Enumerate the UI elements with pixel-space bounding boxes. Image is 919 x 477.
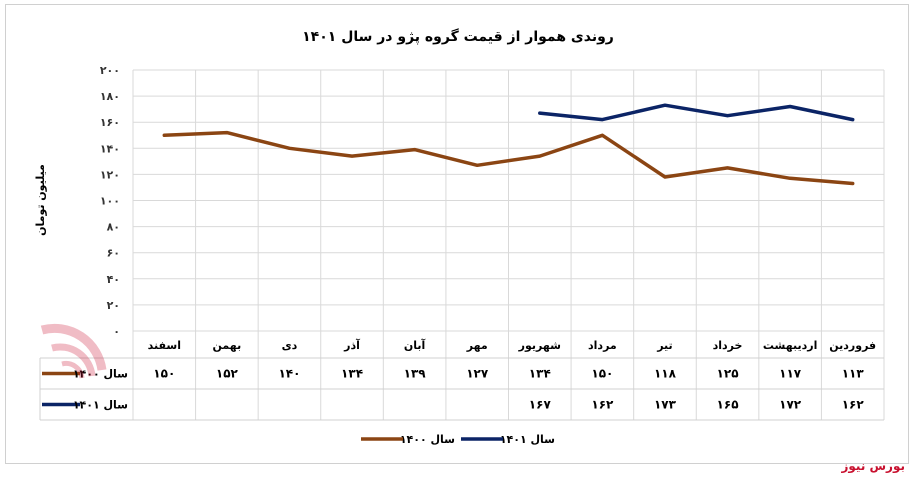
x-category-label: اردیبهشت	[763, 339, 817, 352]
series-line-1	[162, 130, 855, 186]
data-value-label: ۱۳۴	[529, 367, 551, 381]
y-tick-label: ۴۰	[107, 273, 120, 286]
y-tick-label: ۱۲۰	[100, 168, 120, 181]
y-tick-label: ۱۴۰	[100, 142, 120, 155]
data-value-label: ۱۴۰	[278, 367, 300, 381]
watermark-logo-arc	[61, 361, 85, 379]
y-tick-label: ۱۰۰	[100, 195, 120, 208]
y-tick-label: ۱۶۰	[100, 116, 120, 129]
data-value-label: ۱۷۲	[779, 398, 802, 412]
data-value-label: ۱۵۰	[153, 367, 175, 381]
x-category-label: تیر	[656, 339, 672, 352]
y-tick-label: ۱۸۰	[100, 90, 120, 103]
legend-label: سال ۱۴۰۱	[500, 433, 555, 446]
data-value-label: ۱۲۵	[717, 367, 739, 381]
watermark-logo-arc	[40, 323, 107, 371]
x-category-label: شهریور	[518, 339, 561, 352]
data-value-label: ۱۳۴	[341, 367, 363, 381]
data-value-label: ۱۶۲	[842, 398, 865, 412]
y-axis-label: میلیون تومان	[34, 164, 47, 236]
y-tick-label: ۲۰۰	[100, 64, 120, 77]
watermark-logo-arc	[51, 343, 96, 377]
chart-title: روندی هموار از قیمت گروه پژو در سال ۱۴۰۱	[302, 28, 614, 45]
data-value-label: ۱۳۹	[404, 367, 427, 381]
x-category-label: اسفند	[148, 339, 181, 352]
x-category-label: بهمن	[213, 339, 242, 352]
x-category-label: آذر	[343, 338, 360, 352]
data-value-label: ۱۱۷	[779, 367, 802, 381]
data-value-label: ۱۲۷	[466, 367, 489, 381]
x-category-label: مهر	[466, 339, 488, 352]
series-line-2	[538, 103, 855, 122]
x-category-label: مرداد	[588, 339, 617, 352]
x-category-label: فروردین	[829, 339, 876, 352]
data-value-label: ۱۶۵	[717, 398, 739, 412]
y-tick-label: ۲۰	[107, 299, 120, 312]
y-tick-label: ۶۰	[107, 247, 120, 260]
legend-label: سال ۱۴۰۰	[400, 433, 455, 446]
data-value-label: ۱۷۳	[654, 398, 677, 412]
data-value-label: ۱۵۲	[216, 367, 239, 381]
data-value-label: ۱۶۲	[591, 398, 614, 412]
y-tick-label: ۰	[113, 325, 120, 338]
x-category-label: خرداد	[713, 339, 743, 352]
data-value-label: ۱۱۳	[842, 367, 865, 381]
data-value-label: ۱۵۰	[591, 367, 613, 381]
y-tick-label: ۸۰	[107, 221, 120, 234]
x-category-label: دی	[282, 339, 298, 352]
table-series-name: سال ۱۴۰۱	[73, 399, 128, 412]
watermark-text: بورس نیوز	[841, 459, 905, 473]
data-value-label: ۱۶۷	[529, 398, 552, 412]
x-category-label: آبان	[404, 338, 426, 352]
table-series-name: سال ۱۴۰۰	[73, 368, 128, 381]
data-value-label: ۱۱۸	[654, 367, 677, 381]
